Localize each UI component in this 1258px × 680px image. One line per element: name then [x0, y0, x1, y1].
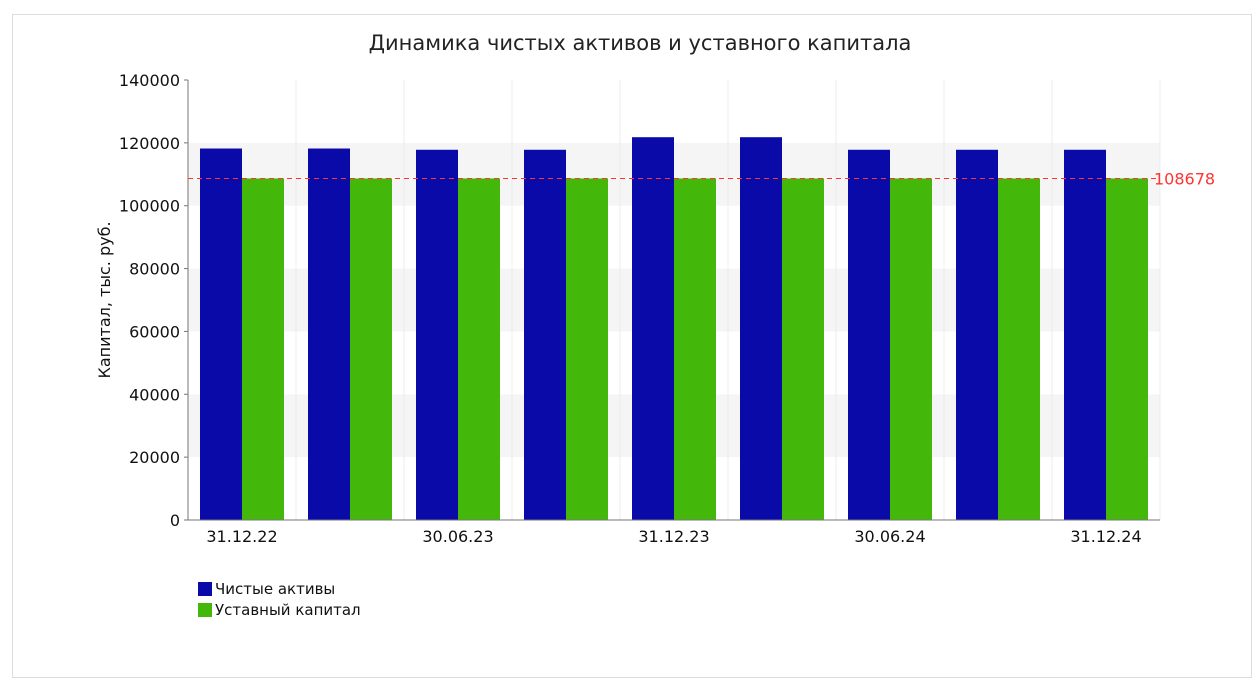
x-tick-label: 30.06.24 [854, 527, 925, 546]
bar-charter-capital [350, 178, 392, 521]
x-tick-label: 31.12.22 [206, 527, 277, 546]
legend-swatch [198, 602, 212, 617]
reference-line-label: 108678 [1154, 169, 1215, 188]
plot-band [188, 80, 1160, 143]
bar-net-assets [200, 148, 242, 520]
bar-net-assets [1064, 149, 1106, 520]
bar-net-assets [416, 149, 458, 520]
legend-label: Уставный капитал [215, 600, 361, 619]
bar-charter-capital [1106, 178, 1148, 521]
chart-title: Динамика чистых активов и уставного капи… [369, 31, 912, 55]
bar-net-assets [308, 148, 350, 520]
y-tick-label: 100000 [119, 197, 180, 216]
y-tick-label: 60000 [129, 322, 180, 341]
x-tick-label: 31.12.24 [1070, 527, 1141, 546]
bar-charter-capital [242, 178, 284, 521]
bar-charter-capital [674, 178, 716, 521]
x-tick-label: 30.06.23 [422, 527, 493, 546]
bar-charter-capital [782, 178, 824, 521]
y-tick-label: 20000 [129, 448, 180, 467]
y-tick-label: 140000 [119, 71, 180, 90]
bar-net-assets [524, 149, 566, 520]
bar-charter-capital [998, 178, 1040, 521]
legend: Чистые активы Уставный капитал [198, 578, 361, 620]
bar-charter-capital [566, 178, 608, 521]
legend-label: Чистые активы [215, 579, 336, 598]
bar-net-assets [740, 137, 782, 520]
y-axis-label: Капитал, тыс. руб. [95, 221, 114, 378]
bar-charter-capital [890, 178, 932, 521]
legend-item: Чистые активы [198, 578, 361, 599]
legend-swatch [198, 581, 212, 596]
y-tick-label: 120000 [119, 134, 180, 153]
bar-charter-capital [458, 178, 500, 521]
y-tick-label: 40000 [129, 385, 180, 404]
x-tick-label: 31.12.23 [638, 527, 709, 546]
bar-net-assets [956, 149, 998, 520]
bar-net-assets [632, 137, 674, 520]
bar-net-assets [848, 149, 890, 520]
y-tick-label: 0 [170, 511, 180, 530]
y-tick-label: 80000 [129, 260, 180, 279]
legend-item: Уставный капитал [198, 599, 361, 620]
